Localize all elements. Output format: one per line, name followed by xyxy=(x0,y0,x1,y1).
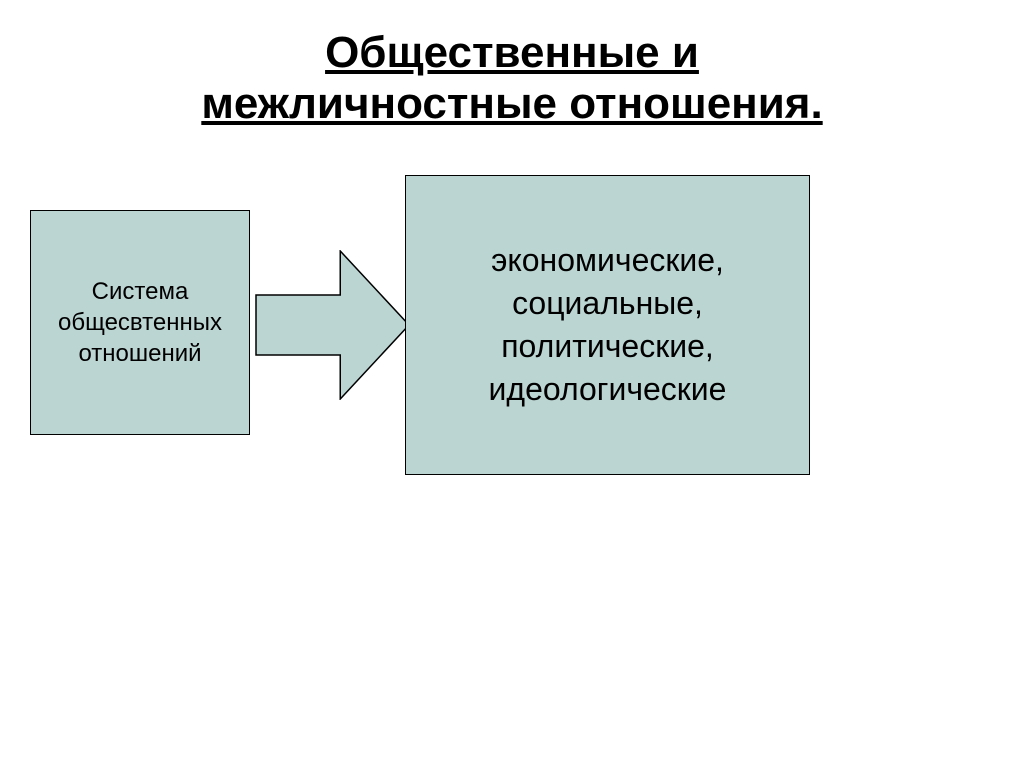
box-system: Система общесвтенных отношений xyxy=(30,210,250,435)
box-types: экономические, социальные, политические,… xyxy=(405,175,810,475)
diagram-title: Общественные и межличностные отношения. xyxy=(0,28,1024,129)
title-line-1: Общественные и xyxy=(325,28,699,77)
box-right-line-1: экономические, xyxy=(491,242,724,278)
box-right-line-2: социальные, xyxy=(512,285,703,321)
box-types-text: экономические, социальные, политические,… xyxy=(489,239,727,412)
box-left-line-2: общесвтенных xyxy=(58,309,222,336)
title-line-2: межличностные отношения. xyxy=(201,79,822,128)
arrow-icon xyxy=(255,250,410,400)
box-right-line-3: политические, xyxy=(501,328,714,364)
box-left-line-1: Система xyxy=(92,278,189,305)
box-right-line-4: идеологические xyxy=(489,371,727,407)
box-system-text: Система общесвтенных отношений xyxy=(58,276,222,370)
box-left-line-3: отношений xyxy=(78,340,201,367)
